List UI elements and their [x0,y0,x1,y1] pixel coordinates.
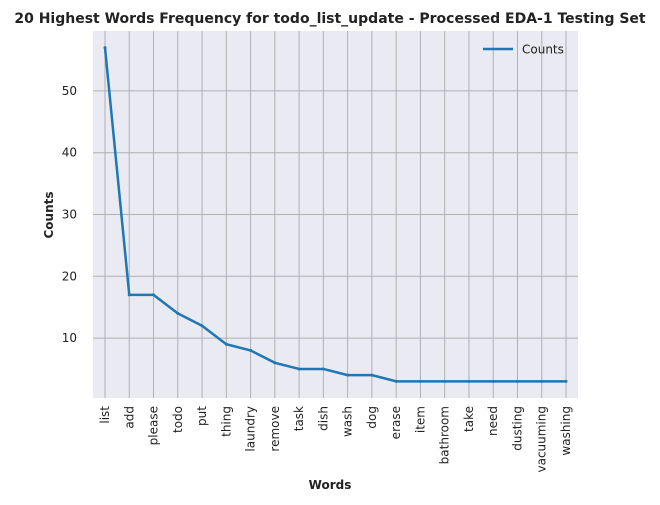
series-line-counts [103,46,568,383]
data-point [176,311,180,315]
y-tick-label: 50 [62,84,77,98]
x-tick-label: please [147,406,161,445]
x-tick-label: bathroom [438,406,452,464]
x-tick-label: erase [389,406,403,439]
x-tick-label: wash [341,406,355,437]
data-point [127,293,131,297]
data-point [224,342,228,346]
x-tick-label: vacuuming [535,406,549,473]
x-tick-label: laundry [244,406,258,452]
data-point [321,367,325,371]
data-point [515,379,519,383]
x-tick-label: need [486,406,500,436]
data-point [152,293,156,297]
data-point [491,379,495,383]
plot-area: 10 20 30 40 50 list add please todo put thing laund… [62,31,578,473]
data-point [418,379,422,383]
data-point [249,348,253,352]
data-point [103,46,107,50]
y-tick-label: 10 [62,331,77,345]
x-tick-label: item [413,406,427,433]
data-point [443,379,447,383]
data-point [467,379,471,383]
x-tick-label: thing [219,406,233,437]
y-tick-label: 40 [62,146,77,160]
x-tick-label: task [292,406,306,431]
x-tick-label: remove [268,406,282,452]
data-point [273,361,277,365]
data-point [540,379,544,383]
y-axis-label: Counts [42,191,56,238]
legend-label: Counts [522,43,564,57]
chart-title: 20 Highest Words Frequency for todo_list… [14,11,646,27]
y-tick-label: 30 [62,208,77,222]
x-tick-label: add [122,406,136,429]
x-tick-label: dish [316,406,330,431]
x-tick-label: list [98,406,112,424]
x-axis-label: Words [309,478,352,492]
data-point [564,379,568,383]
y-tick-label: 20 [62,269,77,283]
data-point [297,367,301,371]
x-tick-label: put [195,406,209,426]
data-point [370,373,374,377]
data-point [200,324,204,328]
data-point [394,379,398,383]
x-tick-label: todo [171,406,185,433]
x-tick-label: dusting [510,406,524,451]
x-tick-label: washing [559,406,573,456]
x-tick-label: dog [365,406,379,429]
x-tick-label: take [462,406,476,432]
data-point [346,373,350,377]
